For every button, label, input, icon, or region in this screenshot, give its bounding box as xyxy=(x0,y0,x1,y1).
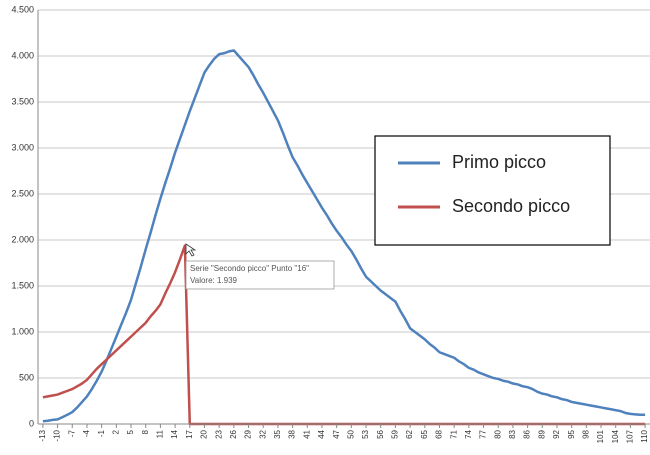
cursor xyxy=(185,243,197,257)
x-tick-label: 98 xyxy=(581,429,590,438)
x-tick-label: 68 xyxy=(435,429,444,438)
y-tick-label: 1.000 xyxy=(11,326,34,336)
x-tick-label: 92 xyxy=(552,429,561,438)
x-tick-label: 104 xyxy=(611,429,620,443)
x-tick-label: 71 xyxy=(449,429,458,438)
y-tick-label: 3.500 xyxy=(11,96,34,106)
x-tick-label: 32 xyxy=(258,429,267,438)
y-tick-label: 2.500 xyxy=(11,188,34,198)
x-tick-label: 56 xyxy=(376,429,385,438)
legend-box xyxy=(374,135,611,246)
legend: Primo picco Secondo picco xyxy=(374,135,611,246)
x-tick-label: 77 xyxy=(479,429,488,438)
axes: 0 500 1.000 1.500 2.000 2.500 3.000 3.500 4.000 4… xyxy=(11,4,650,443)
y-tick-label: 1.500 xyxy=(11,280,34,290)
tooltip-text: Valore: 1.939 xyxy=(190,276,238,285)
y-tick-label: 4.500 xyxy=(11,4,34,14)
tooltip-box xyxy=(185,260,335,290)
x-tick-label: 20 xyxy=(200,429,209,438)
x-tick-label: 38 xyxy=(288,429,297,438)
x-tick-label: 95 xyxy=(567,429,576,438)
x-tick-label: 110 xyxy=(640,429,649,442)
x-tick-label: 11 xyxy=(156,429,165,438)
x-tick-label: 17 xyxy=(185,429,194,438)
x-tick-label: -4 xyxy=(82,429,91,437)
x-tick-label: 62 xyxy=(405,429,414,438)
x-tick-label: 59 xyxy=(391,429,400,438)
x-tick-label: -1 xyxy=(97,429,106,437)
y-tick-label: 3.000 xyxy=(11,142,34,152)
x-tick-label: 74 xyxy=(464,429,473,438)
series-line xyxy=(42,49,646,423)
y-tick-label: 500 xyxy=(19,372,34,382)
x-tick-label: 2 xyxy=(111,429,120,434)
x-tick-label: 101 xyxy=(596,429,605,443)
x-tick-label: 14 xyxy=(170,429,179,438)
x-tick-label: 83 xyxy=(508,429,517,438)
x-tick-label: 86 xyxy=(523,429,532,438)
x-tick-label: 47 xyxy=(332,429,341,438)
x-tick-label: -7 xyxy=(67,429,76,437)
tooltip-text: Serie "Secondo picco" Punto "16" xyxy=(190,264,309,273)
x-tick-label: 80 xyxy=(493,429,502,438)
x-tick-label: 89 xyxy=(537,429,546,438)
y-tick-label: 0 xyxy=(29,418,34,428)
tooltip: Serie "Secondo picco" Punto "16" Valore:… xyxy=(185,260,335,290)
x-tick-label: -10 xyxy=(53,429,62,441)
x-tick-label: 41 xyxy=(302,429,311,438)
x-tick-label: 26 xyxy=(229,429,238,438)
x-tick-label: 65 xyxy=(420,429,429,438)
x-tick-label: 8 xyxy=(141,429,150,434)
x-tick-label: 107 xyxy=(626,429,635,443)
x-tick-label: 23 xyxy=(214,429,223,438)
x-tick-label: -13 xyxy=(38,429,47,441)
y-tick-label: 4.000 xyxy=(11,50,34,60)
x-tick-label: 53 xyxy=(361,429,370,438)
x-tick-label: 5 xyxy=(126,429,135,434)
legend-label: Primo picco xyxy=(452,152,546,172)
y-tick-label: 2.000 xyxy=(11,234,34,244)
x-tick-label: 29 xyxy=(244,429,253,438)
legend-label: Secondo picco xyxy=(452,196,570,216)
x-tick-label: 44 xyxy=(317,429,326,438)
x-tick-label: 35 xyxy=(273,429,282,438)
x-tick-label: 50 xyxy=(346,429,355,438)
